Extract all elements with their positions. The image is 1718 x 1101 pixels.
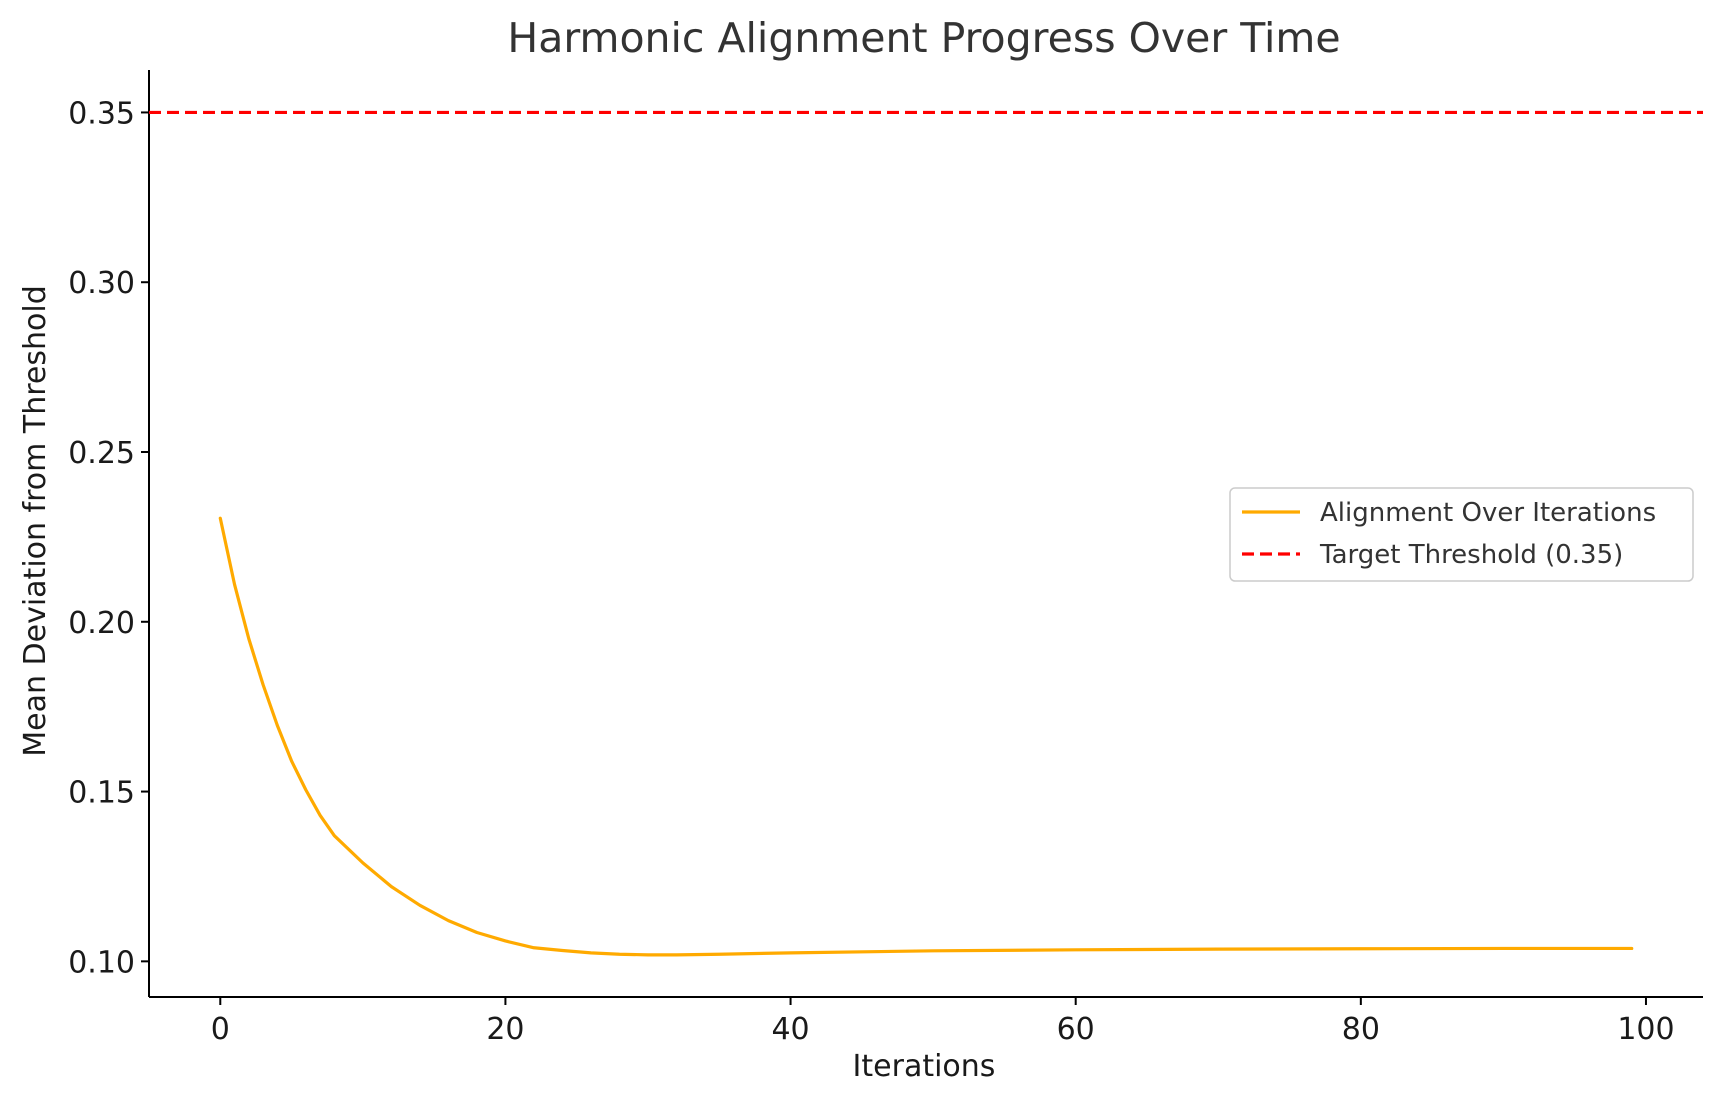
y-tick-label: 0.35	[68, 96, 135, 131]
x-tick-label: 0	[211, 1012, 230, 1047]
x-tick-label: 40	[771, 1012, 809, 1047]
legend-box	[1229, 487, 1694, 582]
series-line-alignment	[218, 516, 1634, 957]
y-axis-title: Mean Deviation from Threshold	[18, 285, 53, 757]
y-tick-label: 0.20	[68, 606, 135, 641]
x-tick-label: 60	[1057, 1012, 1095, 1047]
y-tick-label: 0.10	[68, 945, 135, 980]
chart-title: Harmonic Alignment Progress Over Time	[507, 14, 1340, 62]
x-tick-label: 100	[1617, 1012, 1674, 1047]
y-tick-label: 0.25	[68, 436, 135, 471]
x-tick-label: 80	[1342, 1012, 1380, 1047]
y-tick-label: 0.30	[68, 266, 135, 301]
legend: Alignment Over Iterations Target Threshol…	[1229, 487, 1694, 582]
legend-label: Alignment Over Iterations	[1320, 498, 1656, 528]
y-tick-label: 0.15	[68, 776, 135, 811]
x-axis-title: Iterations	[853, 1049, 996, 1084]
legend-label: Target Threshold (0.35)	[1319, 540, 1623, 570]
x-tick-label: 20	[486, 1012, 524, 1047]
